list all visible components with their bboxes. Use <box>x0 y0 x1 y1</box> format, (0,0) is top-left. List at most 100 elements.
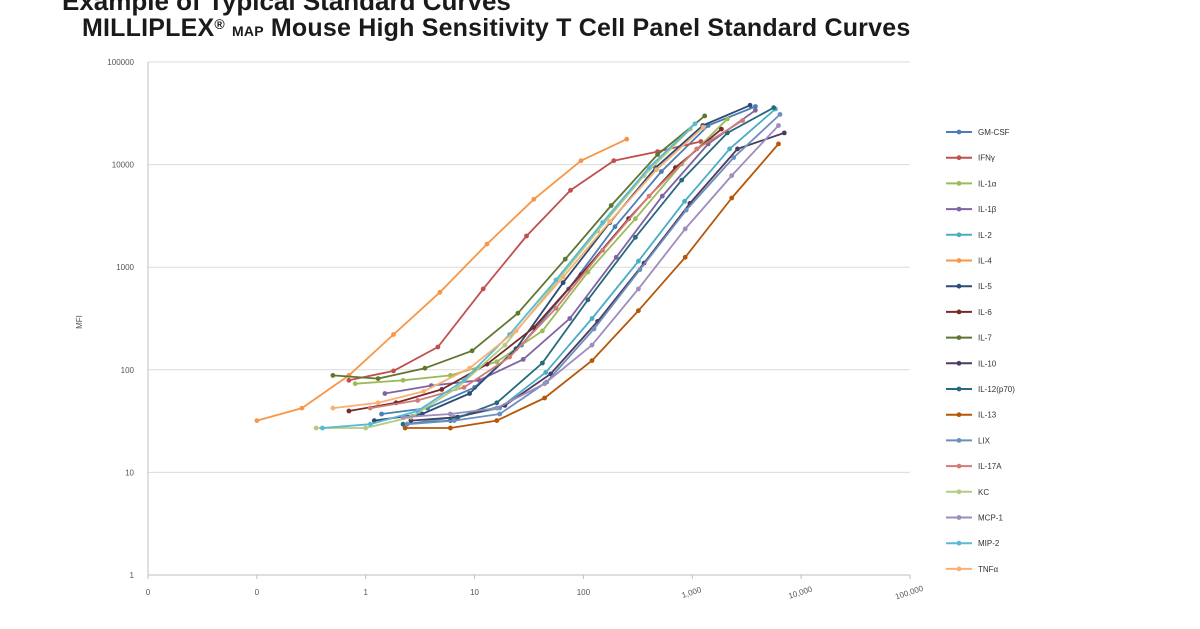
series-17 <box>330 124 706 411</box>
series-group <box>254 102 787 431</box>
data-point <box>531 325 537 330</box>
data-point <box>540 360 545 366</box>
data-point <box>725 116 730 122</box>
data-point <box>346 377 352 383</box>
legend-marker <box>956 515 962 520</box>
data-point <box>589 316 595 321</box>
data-point <box>607 219 613 225</box>
x-tick-label: 10,000 <box>787 584 814 600</box>
x-tick-label: 1,000 <box>681 585 703 600</box>
data-point <box>682 198 687 204</box>
series-14 <box>313 126 693 431</box>
data-point <box>404 421 410 427</box>
y-tick-label: 10000 <box>112 161 135 170</box>
data-point <box>553 277 559 283</box>
data-point <box>400 421 406 427</box>
data-point <box>659 169 664 174</box>
data-point <box>636 286 641 292</box>
legend-marker <box>956 463 962 469</box>
data-point <box>494 359 500 365</box>
data-point <box>540 328 545 334</box>
data-point <box>637 267 643 273</box>
chart-title: MILLIPLEX® MAP Mouse High Sensitivity T … <box>82 14 910 43</box>
data-point <box>367 405 373 411</box>
data-point <box>437 289 443 295</box>
data-point <box>469 348 475 354</box>
gridlines <box>148 61 910 473</box>
data-point <box>655 152 660 157</box>
data-point <box>542 381 547 387</box>
legend-label: MCP-1 <box>978 514 1003 523</box>
title-brand: MILLIPLEX <box>82 14 215 42</box>
data-point <box>740 118 745 123</box>
data-point <box>700 124 706 130</box>
legend-item: IL-10 <box>946 359 997 368</box>
data-point <box>682 254 688 260</box>
data-point <box>729 195 735 201</box>
data-point <box>553 305 559 311</box>
legend-item: IL-5 <box>946 282 992 291</box>
data-point <box>600 247 605 253</box>
x-tick-label: 1 <box>363 588 368 597</box>
legend-label: MIP-2 <box>978 539 1000 548</box>
series-5 <box>254 136 630 423</box>
legend-label: IL-5 <box>978 282 992 291</box>
legend-marker <box>956 566 962 572</box>
x-tick-label: 100,000 <box>894 584 925 602</box>
data-point <box>646 165 652 171</box>
legend-label: LIX <box>978 436 991 445</box>
legend-marker <box>956 335 962 340</box>
data-point <box>608 203 614 208</box>
series-16 <box>320 121 698 431</box>
legend-marker <box>956 129 962 135</box>
data-point <box>415 408 421 414</box>
data-point <box>611 158 617 164</box>
data-point <box>494 405 500 411</box>
legend-item: IL-17A <box>946 462 1002 471</box>
data-point <box>415 398 421 403</box>
legend-item: MCP-1 <box>946 514 1003 523</box>
legend-marker <box>956 412 962 418</box>
x-tick-label: 0 <box>146 588 151 597</box>
legend-item: IL-2 <box>946 231 992 240</box>
data-point <box>636 258 641 264</box>
data-point <box>494 418 500 423</box>
data-point <box>330 373 336 378</box>
data-point <box>771 105 777 111</box>
data-point <box>513 328 519 334</box>
data-point <box>480 286 486 292</box>
data-point <box>682 226 688 232</box>
series-1 <box>346 139 704 383</box>
title-rest: Mouse High Sensitivity T Cell Panel Stan… <box>263 14 911 42</box>
data-point <box>320 425 325 431</box>
y-tick-label: 100000 <box>107 58 134 67</box>
legend-marker <box>956 438 962 443</box>
data-point <box>422 365 428 371</box>
legend-item: IL-6 <box>946 308 992 317</box>
data-point <box>727 146 732 152</box>
data-point <box>402 425 408 431</box>
legend-label: IL-1α <box>978 179 997 188</box>
legend-label: IL-1β <box>978 205 997 214</box>
title-map: MAP <box>232 23 264 39</box>
data-point <box>729 173 735 179</box>
series-12 <box>404 112 783 427</box>
data-point <box>683 207 689 213</box>
y-tick-label: 1000 <box>116 263 134 272</box>
data-point <box>520 357 526 362</box>
x-tick-label: 10 <box>470 588 479 597</box>
series-13 <box>367 118 745 411</box>
data-point <box>543 370 549 375</box>
legend-item: GM-CSF <box>946 128 1010 137</box>
y-tick-label: 10 <box>125 468 134 477</box>
data-point <box>382 391 388 396</box>
data-point <box>731 155 737 160</box>
data-point <box>375 376 381 381</box>
data-point <box>578 158 584 164</box>
data-point <box>467 391 472 396</box>
data-point <box>612 224 618 230</box>
data-point <box>659 193 665 199</box>
series-8 <box>330 113 708 381</box>
data-point <box>753 107 758 113</box>
legend-item: IL-1α <box>946 179 997 188</box>
